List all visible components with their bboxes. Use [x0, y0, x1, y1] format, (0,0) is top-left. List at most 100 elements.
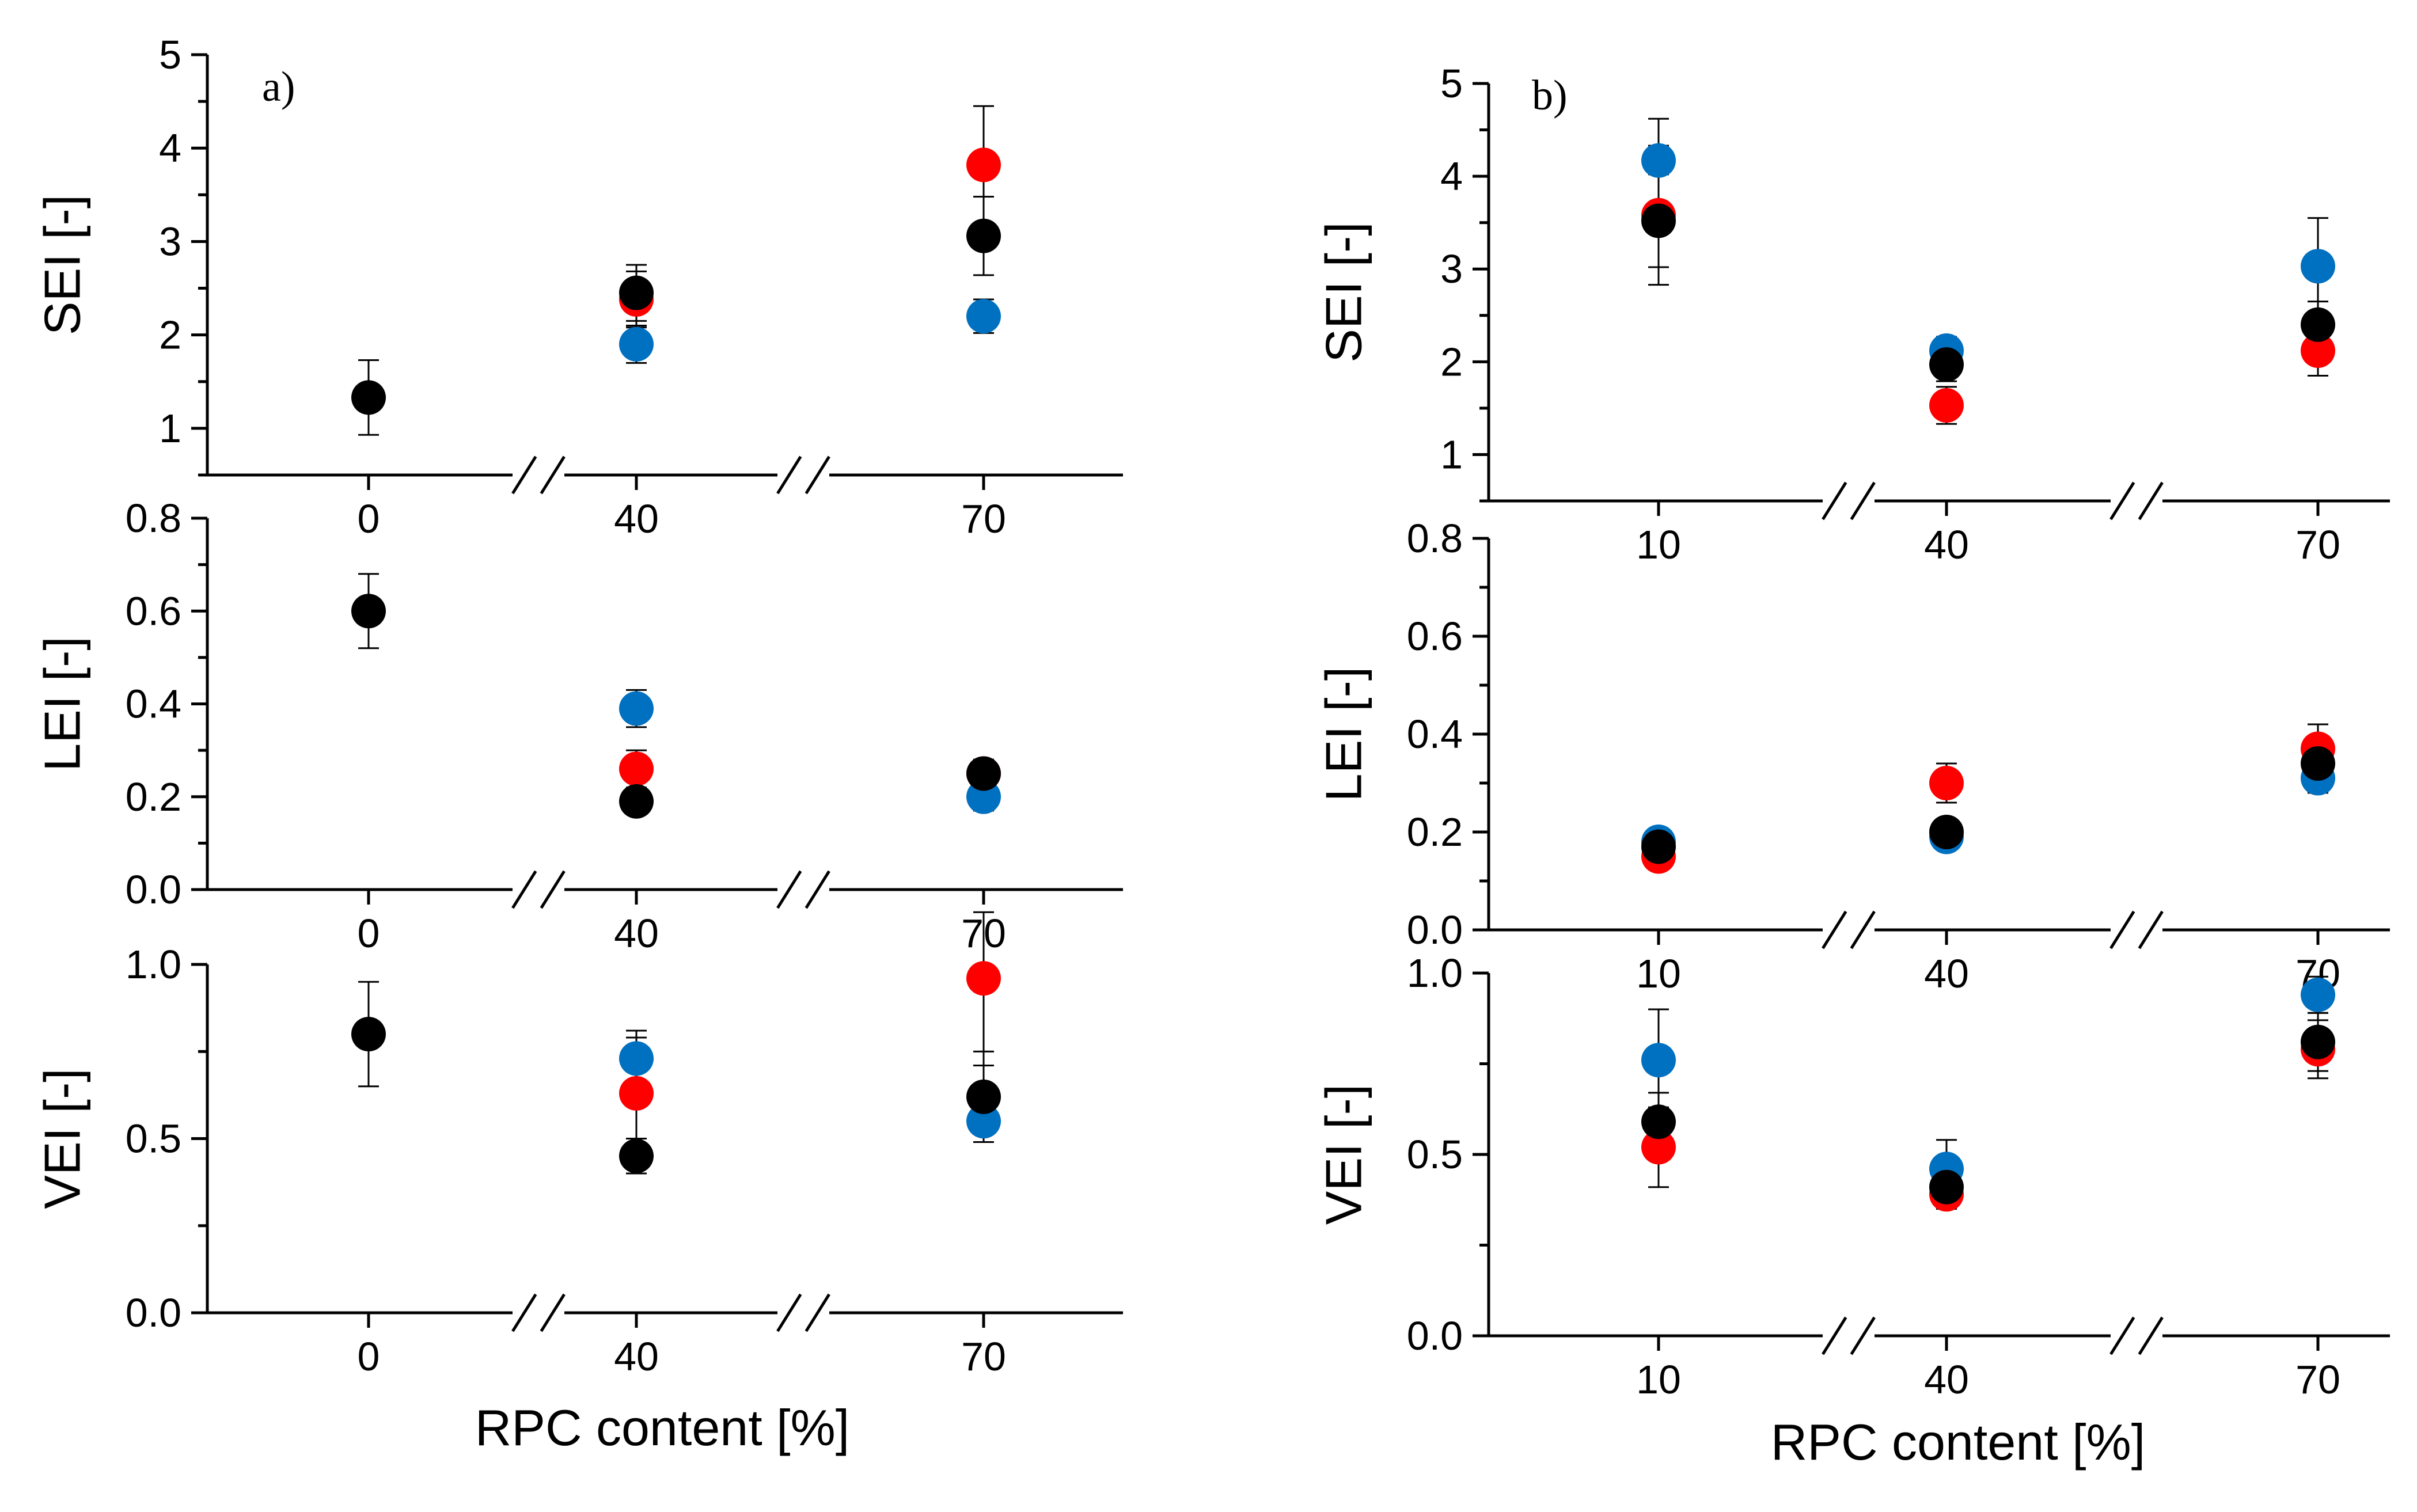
data-point-black [966, 1079, 1001, 1114]
data-point-black [351, 594, 386, 629]
data-point-black [966, 218, 1001, 253]
y-tick-label: 0.2 [126, 774, 181, 819]
y-tick-label: 0.5 [126, 1116, 181, 1161]
data-point-blue [619, 691, 654, 726]
y-tick-label: 3 [1440, 246, 1463, 291]
data-point-black [351, 1017, 386, 1051]
data-point-black [1929, 347, 1964, 382]
axis-break-mark [511, 870, 537, 909]
data-point-black [966, 756, 1001, 791]
y-tick-label: 5 [159, 32, 181, 77]
y-axis-label: SEI [-] [33, 195, 90, 336]
data-point-red [1929, 388, 1964, 423]
x-tick-label: 0 [358, 1334, 380, 1379]
axis-break-mark [805, 870, 830, 909]
y-axis-label: LEI [-] [1315, 667, 1372, 802]
y-tick-label: 0.4 [126, 682, 181, 727]
x-tick-label: 0 [358, 911, 380, 956]
axis-break-mark [540, 870, 566, 909]
data-point-black [619, 1138, 654, 1173]
data-point-black [1929, 1169, 1964, 1205]
data-point-black [2301, 746, 2335, 781]
data-point-black [351, 380, 386, 415]
data-point-blue [1641, 1043, 1676, 1078]
axis-break-mark [2109, 910, 2135, 949]
data-point-blue [966, 299, 1001, 334]
data-point-black [2301, 307, 2335, 342]
axis-break-mark [2109, 1316, 2135, 1355]
x-tick-label: 40 [614, 911, 659, 956]
x-tick-label: 70 [2295, 522, 2340, 567]
y-axis-label: VEI [-] [33, 1068, 90, 1209]
y-tick-label: 0.4 [1407, 712, 1463, 757]
axis-break-mark [805, 1293, 830, 1332]
chart-a-sei: 1 2 3 4 5 0 40 70 SEI [-] a) [33, 32, 1123, 541]
data-point-red [966, 961, 1001, 996]
axis-break-mark [1822, 910, 1847, 949]
data-point-blue [2301, 249, 2335, 284]
axis-break-mark [511, 1293, 537, 1332]
y-tick-label: 1.0 [126, 942, 181, 987]
data-point-red [2301, 333, 2335, 368]
x-tick-label: 70 [2295, 1357, 2340, 1402]
y-tick-label: 2 [159, 313, 181, 358]
x-tick-label: 40 [614, 1334, 659, 1379]
y-axis-label: VEI [-] [1315, 1084, 1372, 1225]
chart-b-vei: 0.0 0.5 1.0 10 40 70 VEI [-] RPC content [%] [1315, 951, 2390, 1471]
y-axis-label: SEI [-] [1315, 222, 1372, 363]
axis-break-mark [540, 455, 566, 495]
axis-break-mark [1850, 910, 1876, 949]
y-tick-label: 0.0 [1407, 1313, 1463, 1358]
y-tick-label: 1 [159, 406, 181, 451]
data-point-black [1929, 815, 1964, 849]
x-tick-label: 10 [1636, 522, 1681, 567]
data-point-black [1641, 203, 1676, 238]
chart-b-sei: 1 2 3 4 5 10 40 70 SEI [-] b) [1315, 61, 2390, 567]
data-point-black [619, 784, 654, 819]
chart-b-lei: 0.0 0.2 0.4 0.6 0.8 10 40 70 LEI [-] [1315, 516, 2390, 996]
data-point-blue [619, 1041, 654, 1076]
data-point-black [1641, 1104, 1676, 1139]
x-axis-label: RPC content [%] [475, 1399, 850, 1456]
axis-break-mark [776, 870, 802, 909]
data-point-blue [619, 326, 654, 362]
x-tick-label: 10 [1636, 1357, 1681, 1402]
x-tick-label: 0 [358, 496, 380, 541]
axis-break-mark [776, 1293, 802, 1332]
axis-break-mark [2138, 481, 2164, 521]
y-tick-label: 4 [159, 126, 181, 170]
panel-label: a) [262, 63, 295, 111]
x-tick-label: 40 [614, 496, 659, 541]
axis-break-mark [1822, 481, 1847, 521]
y-tick-label: 0.8 [126, 496, 181, 541]
x-tick-label: 10 [1636, 951, 1681, 996]
axis-break-mark [1822, 1316, 1847, 1355]
y-tick-label: 3 [159, 219, 181, 264]
data-point-blue [966, 1104, 1001, 1139]
axis-break-mark [2138, 1316, 2164, 1355]
y-tick-label: 1.0 [1407, 951, 1463, 996]
data-point-blue [2301, 977, 2335, 1012]
y-tick-label: 5 [1440, 61, 1463, 106]
data-point-black [2301, 1024, 2335, 1059]
x-tick-label: 40 [1924, 1357, 1969, 1402]
x-tick-label: 40 [1924, 951, 1969, 996]
y-axis-label: LEI [-] [33, 636, 90, 772]
axis-break-mark [776, 455, 802, 495]
data-point-black [619, 275, 654, 310]
data-point-red [1641, 1130, 1676, 1165]
y-tick-label: 4 [1440, 154, 1463, 199]
panel-label: b) [1532, 72, 1568, 119]
data-point-red [966, 147, 1001, 183]
axis-break-mark [1850, 1316, 1876, 1355]
y-tick-label: 0.0 [126, 1290, 181, 1335]
data-point-red [1929, 766, 1964, 800]
y-tick-label: 0.6 [126, 588, 181, 633]
y-tick-label: 0.0 [126, 867, 181, 912]
y-tick-label: 1 [1440, 432, 1463, 477]
axis-break-mark [540, 1293, 566, 1332]
axis-break-mark [1850, 481, 1876, 521]
data-point-red [619, 1076, 654, 1111]
